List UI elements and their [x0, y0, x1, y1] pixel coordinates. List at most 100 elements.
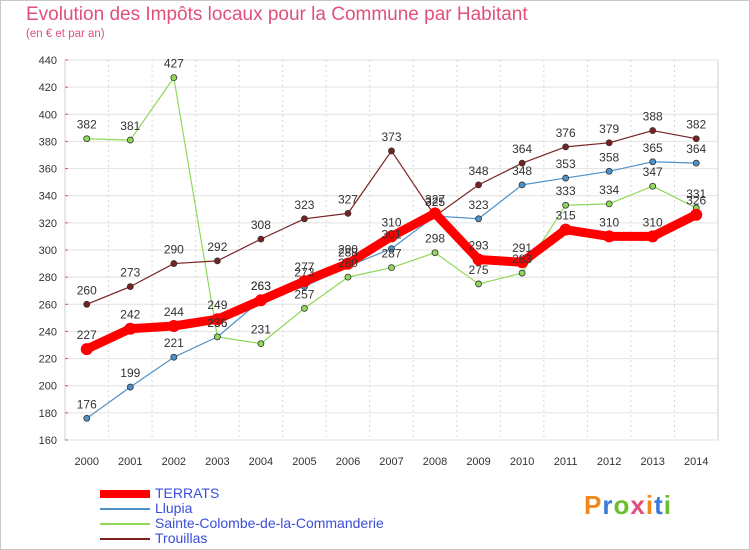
point-llupia	[83, 414, 91, 422]
point-sainte-colombe-de-la-commanderie	[213, 333, 221, 341]
legend-swatch-trouillas	[100, 538, 150, 540]
data-label-llupia: 273	[294, 266, 314, 280]
data-label-sainte-colombe-de-la-commanderie: 333	[556, 184, 576, 198]
data-label-llupia: 353	[556, 157, 576, 171]
point-sainte-colombe-de-la-commanderie	[257, 340, 265, 348]
data-label-terrats: 310	[643, 215, 663, 229]
data-label-llupia: 221	[164, 336, 184, 350]
point-trouillas	[126, 283, 134, 291]
y-tick-label: 380	[39, 136, 57, 148]
data-label-trouillas: 379	[599, 122, 619, 136]
point-trouillas	[301, 215, 308, 223]
point-terrats	[341, 257, 354, 270]
data-label-terrats: 242	[120, 308, 140, 322]
point-terrats	[559, 223, 572, 236]
logo-letter: x	[630, 490, 646, 520]
point-trouillas	[649, 127, 657, 134]
point-terrats	[603, 230, 616, 243]
point-sainte-colombe-de-la-commanderie	[83, 135, 91, 143]
point-trouillas	[388, 147, 395, 155]
point-llupia	[475, 215, 482, 223]
data-label-llupia: 199	[120, 366, 140, 380]
data-label-sainte-colombe-de-la-commanderie: 275	[469, 263, 489, 277]
data-label-sainte-colombe-de-la-commanderie: 231	[251, 323, 271, 337]
point-terrats	[298, 275, 311, 288]
point-terrats	[385, 230, 398, 243]
logo-letter: P	[584, 490, 603, 520]
data-label-trouillas: 292	[207, 240, 227, 254]
point-llupia	[388, 245, 395, 253]
point-trouillas	[692, 135, 700, 143]
point-sainte-colombe-de-la-commanderie	[562, 201, 570, 209]
data-label-sainte-colombe-de-la-commanderie: 331	[686, 187, 706, 201]
y-tick-label: 220	[39, 354, 57, 366]
point-terrats	[211, 313, 224, 326]
data-label-terrats: 290	[338, 243, 358, 257]
chart-subtitle: (en € et par an)	[26, 28, 105, 40]
point-terrats	[167, 320, 180, 332]
data-label-trouillas: 364	[512, 142, 532, 156]
point-trouillas	[83, 300, 91, 308]
data-label-trouillas: 325	[425, 195, 445, 209]
legend-label-trouillas: Trouillas	[155, 530, 208, 546]
data-label-llupia: 236	[207, 316, 227, 330]
legend-swatch-terrats	[100, 490, 150, 498]
data-label-trouillas: 273	[120, 266, 140, 280]
data-label-sainte-colombe-de-la-commanderie: 334	[599, 183, 619, 197]
data-label-trouillas: 323	[294, 198, 314, 212]
data-label-trouillas: 308	[251, 218, 271, 232]
data-label-llupia: 301	[381, 228, 401, 242]
data-label-llupia: 176	[77, 397, 97, 411]
data-label-sainte-colombe-de-la-commanderie: 298	[425, 232, 445, 246]
logo-letter: i	[645, 490, 655, 520]
data-label-trouillas: 290	[164, 243, 184, 257]
point-trouillas	[475, 181, 482, 189]
data-label-terrats: 293	[469, 239, 489, 253]
logo-letter: t	[654, 490, 664, 520]
x-tick-label: 2000	[75, 456, 99, 468]
data-label-trouillas: 373	[381, 130, 401, 144]
x-tick-label: 2003	[205, 456, 229, 468]
y-tick-label: 400	[39, 109, 57, 121]
point-sainte-colombe-de-la-commanderie	[344, 273, 352, 281]
data-label-sainte-colombe-de-la-commanderie: 381	[120, 119, 140, 133]
data-label-llupia: 358	[599, 150, 619, 164]
x-tick-label: 2002	[162, 456, 186, 468]
data-label-llupia: 325	[425, 195, 445, 209]
y-tick-label: 240	[39, 326, 57, 338]
data-label-trouillas: 348	[469, 164, 489, 178]
y-tick-label: 320	[39, 218, 57, 230]
data-label-sainte-colombe-de-la-commanderie: 427	[164, 57, 184, 71]
point-terrats	[646, 230, 659, 243]
point-sainte-colombe-de-la-commanderie	[475, 280, 482, 288]
point-sainte-colombe-de-la-commanderie	[170, 74, 178, 82]
data-label-sainte-colombe-de-la-commanderie: 382	[77, 118, 97, 132]
point-terrats	[690, 208, 703, 221]
logo-letter: r	[602, 490, 614, 520]
x-tick-label: 2012	[597, 456, 621, 468]
x-tick-label: 2013	[640, 456, 664, 468]
data-label-llupia: 348	[512, 164, 532, 178]
x-tick-label: 2010	[510, 456, 534, 468]
point-terrats	[472, 253, 485, 266]
point-terrats	[124, 322, 137, 335]
point-trouillas	[344, 209, 352, 217]
data-label-trouillas: 260	[77, 283, 97, 297]
y-tick-label: 340	[39, 191, 57, 203]
data-label-trouillas: 388	[643, 110, 663, 124]
x-tick-label: 2011	[554, 456, 578, 468]
y-tick-label: 420	[39, 82, 57, 94]
legend-swatch-llupia	[100, 508, 150, 510]
data-label-terrats: 227	[77, 328, 97, 342]
point-llupia	[692, 159, 700, 167]
point-sainte-colombe-de-la-commanderie	[431, 249, 439, 257]
data-label-terrats: 263	[251, 279, 271, 293]
point-llupia	[518, 181, 526, 189]
data-label-trouillas: 376	[556, 126, 576, 140]
point-llupia	[126, 383, 134, 391]
point-sainte-colombe-de-la-commanderie	[388, 264, 395, 272]
proxiti-logo: Proxiti	[584, 490, 672, 521]
data-label-llupia: 365	[643, 141, 663, 155]
x-tick-label: 2007	[379, 456, 403, 468]
